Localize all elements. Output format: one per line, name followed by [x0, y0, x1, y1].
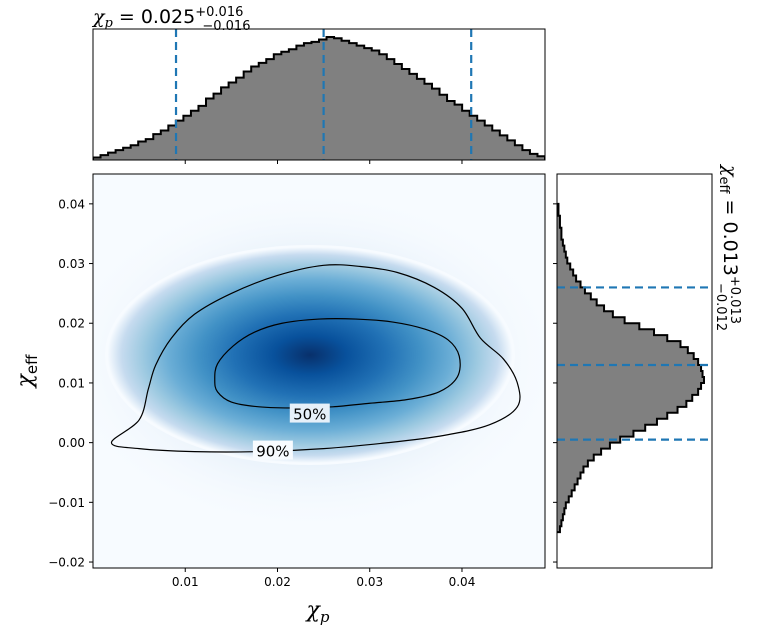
y-tick-label: 0.04 [58, 197, 85, 211]
right-histogram-fill [557, 203, 704, 533]
y-tick-label: 0.01 [58, 376, 85, 390]
right-panel-frame [556, 173, 713, 569]
x-tick-label: 0.04 [449, 575, 476, 589]
contour-line-50 [214, 318, 461, 409]
top-marginal-panel: χp = 0.025+0.016 −0.016 [91, 5, 546, 164]
contour-label-mask [252, 440, 293, 460]
x-tick-label: 0.01 [172, 575, 199, 589]
y-axis-title: χeff [13, 354, 41, 390]
y-tick-label: 0.00 [58, 436, 85, 450]
contour-label-mask [289, 403, 330, 423]
top-stat-title: χp = 0.025+0.016 −0.016 [91, 5, 250, 34]
top-panel-frame [92, 28, 546, 161]
contour-label-50: 50% [293, 406, 326, 424]
y-tick-label: −0.02 [48, 556, 85, 570]
density-core [105, 245, 515, 465]
right-panel-ticks [553, 203, 557, 563]
svg-text:χeff = 0.013+0.013−0.012: χeff = 0.013+0.013−0.012 [713, 163, 742, 331]
contour-label-layer: 50% 90% [252, 403, 330, 461]
joint-panel: 50% 90% 0.01 0.02 0.03 0.04 −0.02 −0.01 0.00 0.… [13, 173, 546, 626]
top-histogram-edge [93, 36, 545, 160]
x-tick-label: 0.02 [264, 575, 291, 589]
x-axis-title: χp [305, 598, 330, 626]
joint-y-axis: −0.02 −0.01 0.00 0.01 0.02 0.03 0.04 [48, 197, 93, 570]
right-marginal-panel: χeff = 0.013+0.013−0.012 [553, 163, 742, 569]
contour-layer [110, 264, 521, 453]
right-histogram-edge [557, 202, 705, 534]
top-panel-ticks [184, 160, 463, 164]
top-histogram-fill [93, 37, 545, 160]
contour-label-90: 90% [256, 443, 289, 461]
joint-x-axis: 0.01 0.02 0.03 0.04 [172, 568, 475, 589]
joint-panel-frame [92, 173, 546, 569]
y-tick-label: 0.03 [58, 257, 85, 271]
right-stat-title: χeff = 0.013+0.013−0.012 [713, 163, 742, 331]
x-tick-label: 0.03 [356, 575, 383, 589]
top-quantile-markers [174, 29, 473, 160]
y-tick-label: −0.01 [48, 496, 85, 510]
contour-line-90 [110, 264, 521, 453]
y-tick-label: 0.02 [58, 317, 85, 331]
